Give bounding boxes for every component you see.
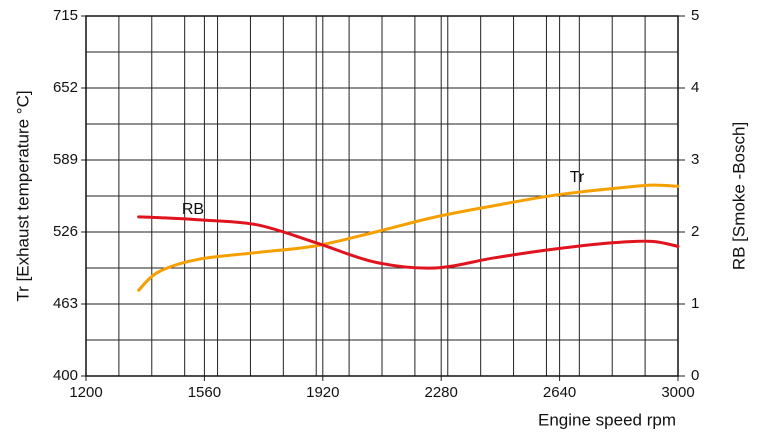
y-tick-label: 526 bbox=[53, 223, 78, 240]
x-tick-label: 2640 bbox=[543, 384, 576, 401]
y2-tick-label: 1 bbox=[691, 295, 699, 312]
y-tick-label: 589 bbox=[53, 151, 78, 168]
series-label: RB bbox=[182, 201, 204, 218]
y-tick-label: 715 bbox=[53, 7, 78, 24]
y2-tick-label: 5 bbox=[691, 7, 699, 24]
series-line bbox=[137, 183, 680, 292]
y2-tick-label: 3 bbox=[691, 151, 699, 168]
x-tick-label: 1560 bbox=[188, 384, 221, 401]
x-tick-label: 1200 bbox=[69, 384, 102, 401]
x-axis-label: Engine speed rpm bbox=[538, 410, 676, 429]
plot-frame bbox=[85, 15, 679, 377]
y-axis-label: Tr [Exhaust temperature °C] bbox=[13, 90, 32, 301]
y-tick-label: 463 bbox=[53, 295, 78, 312]
series-label: Tr bbox=[570, 169, 585, 186]
x-tick-label: 1920 bbox=[306, 384, 339, 401]
y-tick-label: 400 bbox=[53, 367, 78, 384]
y2-axis-label: RB [Smoke -Bosch] bbox=[729, 122, 748, 270]
series-line bbox=[137, 215, 680, 270]
y2-tick-label: 4 bbox=[691, 79, 699, 96]
y-tick-label: 652 bbox=[53, 79, 78, 96]
y2-tick-label: 2 bbox=[691, 223, 699, 240]
x-tick-label: 2280 bbox=[425, 384, 458, 401]
y2-tick-label: 0 bbox=[691, 367, 699, 384]
x-tick-label: 3000 bbox=[661, 384, 694, 401]
